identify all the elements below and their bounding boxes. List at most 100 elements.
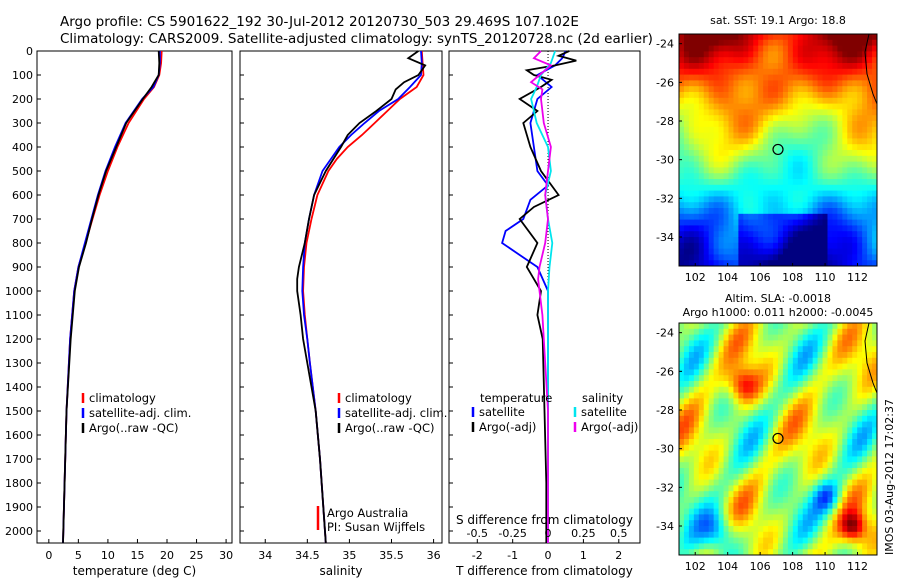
map-cell xyxy=(753,237,759,244)
map-cell xyxy=(713,115,720,122)
x-tick-label: 110 xyxy=(815,271,836,284)
map-cell xyxy=(698,80,705,87)
map-cell xyxy=(698,549,705,556)
map-cell xyxy=(802,398,809,405)
map-cell xyxy=(827,248,833,255)
map-cell xyxy=(832,155,838,163)
map-cell xyxy=(852,386,858,394)
map-cell xyxy=(822,456,828,463)
map-cell xyxy=(837,427,843,434)
map-cell xyxy=(773,526,779,533)
map-cell xyxy=(679,155,685,163)
map-cell xyxy=(847,491,853,498)
map-cell xyxy=(832,97,838,105)
map-cell xyxy=(778,109,784,116)
map-cell xyxy=(842,514,848,521)
map-cell xyxy=(698,97,705,105)
map-cell xyxy=(797,202,804,209)
map-cell xyxy=(748,328,754,336)
map-cell xyxy=(792,334,799,341)
map-cell xyxy=(837,450,843,457)
map-cell xyxy=(857,404,863,411)
map-cell xyxy=(832,132,838,139)
map-cell xyxy=(842,497,848,504)
map-cell xyxy=(857,248,863,255)
map-cell xyxy=(778,155,784,163)
map-cell xyxy=(842,219,848,226)
header-line-2: Climatology: CARS2009. Satellite-adjuste… xyxy=(60,31,653,47)
map-cell xyxy=(773,328,779,336)
map-cell xyxy=(748,427,754,434)
map-cell xyxy=(708,173,715,180)
map-cell xyxy=(832,179,838,186)
map-cell xyxy=(708,63,715,70)
map-cell xyxy=(837,155,843,163)
map-cell xyxy=(817,450,824,457)
map-cell xyxy=(797,184,804,192)
map-cell xyxy=(703,144,710,151)
map-cell xyxy=(713,208,720,215)
map-cell xyxy=(688,190,695,197)
map-cell xyxy=(822,68,828,76)
map-cell xyxy=(867,508,873,515)
map-cell xyxy=(763,363,769,370)
map-cell xyxy=(778,549,784,556)
map-cell xyxy=(797,260,804,267)
map-cell xyxy=(797,242,804,250)
map-cell xyxy=(867,328,873,336)
map-cell xyxy=(797,115,804,122)
map-cell xyxy=(787,398,794,405)
map-cell xyxy=(782,386,789,394)
map-cell xyxy=(782,121,789,128)
map-cell xyxy=(857,237,863,244)
map-cell xyxy=(718,369,725,376)
map-cell xyxy=(837,225,843,232)
map-cell xyxy=(703,138,710,145)
map-cell xyxy=(723,225,729,232)
map-cell xyxy=(758,184,764,192)
map-cell xyxy=(733,144,739,151)
map-cell xyxy=(812,508,819,515)
map-cell xyxy=(743,520,749,527)
map-cell xyxy=(768,404,774,411)
map-cell xyxy=(693,520,700,527)
map-cell xyxy=(683,208,690,215)
map-cell xyxy=(758,433,764,440)
map-cell xyxy=(683,190,690,197)
map-cell xyxy=(693,398,700,405)
map-cell xyxy=(847,63,853,70)
map-cell xyxy=(773,39,779,47)
map-cell xyxy=(758,497,764,504)
map-cell xyxy=(683,340,690,347)
map-cell xyxy=(748,537,754,544)
map-cell xyxy=(753,196,759,203)
map-cell xyxy=(693,173,700,180)
map-cell xyxy=(703,109,710,116)
map-cell xyxy=(797,340,804,347)
map-cell xyxy=(807,398,814,405)
map-cell xyxy=(792,537,799,544)
map-cell xyxy=(773,167,779,174)
map-cell xyxy=(693,196,700,203)
map-cell xyxy=(867,421,873,428)
map-cell xyxy=(743,508,749,515)
map-cell xyxy=(728,328,734,336)
map-cell xyxy=(773,184,779,192)
map-cell xyxy=(713,520,720,527)
map-cell xyxy=(837,126,843,134)
map-cell xyxy=(703,537,710,544)
map-cell xyxy=(693,184,700,192)
map-cell xyxy=(832,248,838,255)
y-tick-label: 500 xyxy=(12,165,33,178)
map-cell xyxy=(758,231,764,238)
map-cell xyxy=(738,80,744,87)
map-cell xyxy=(852,497,858,504)
map-cell xyxy=(733,74,739,81)
map-cell xyxy=(857,231,863,238)
map-cell xyxy=(872,439,878,446)
map-cell xyxy=(832,150,838,157)
map-cell xyxy=(753,386,759,394)
map-cell xyxy=(718,526,725,533)
map-cell xyxy=(872,323,878,330)
map-cell xyxy=(693,508,700,515)
